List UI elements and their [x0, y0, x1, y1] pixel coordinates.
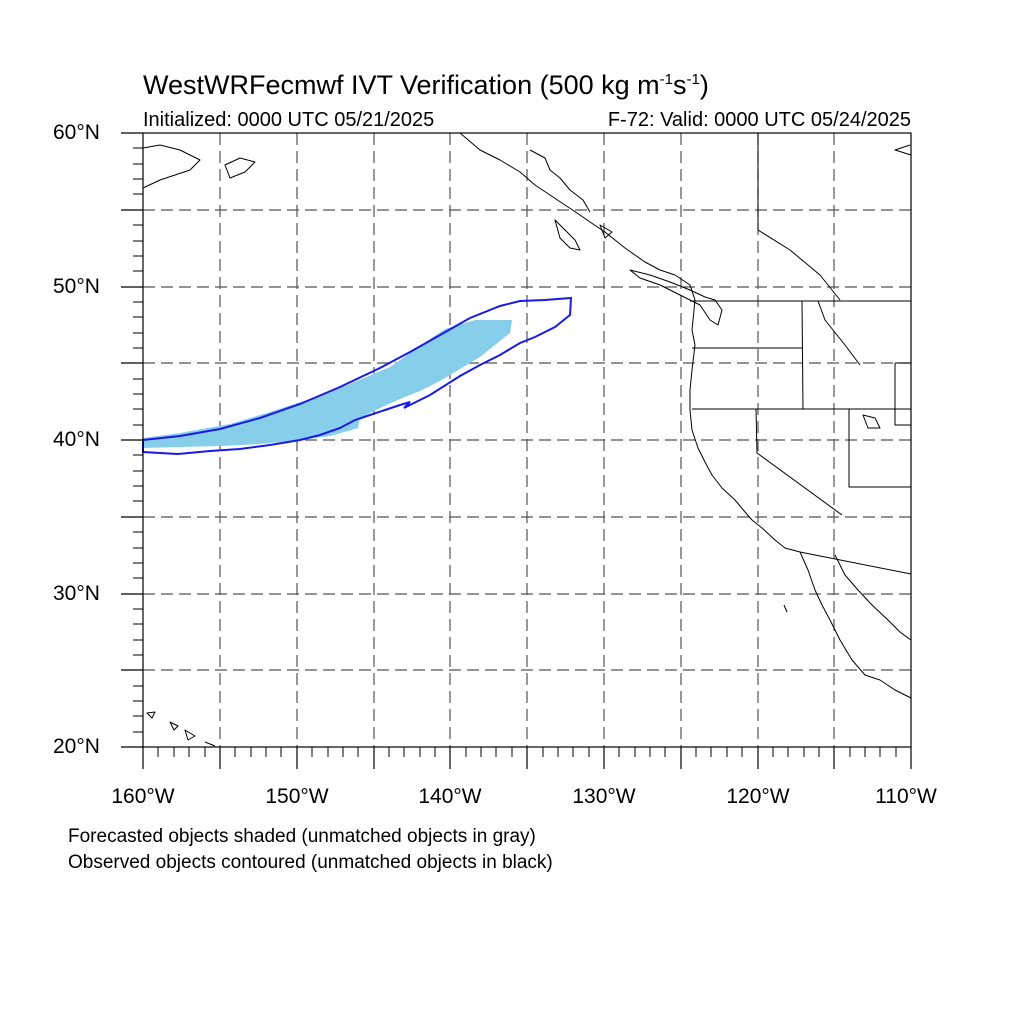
- tick-marks: [121, 132, 912, 769]
- valid-time-label: F-72: Valid: 0000 UTC 05/24/2025: [607, 109, 911, 131]
- lon-label-130w: 130°W: [572, 785, 636, 808]
- lon-label-110w: 110°W: [875, 785, 937, 808]
- lon-label-160w: 160°W: [111, 785, 175, 808]
- forecast-ivt-object: [143, 320, 512, 448]
- lon-label-140w: 140°W: [418, 785, 482, 808]
- lon-label-150w: 150°W: [265, 785, 329, 808]
- lat-label-30n: 30°N: [53, 582, 100, 605]
- lat-label-50n: 50°N: [53, 275, 100, 298]
- lat-label-40n: 40°N: [53, 428, 100, 451]
- observed-note: Observed objects contoured (unmatched ob…: [68, 852, 553, 873]
- forecast-note: Forecasted objects shaded (unmatched obj…: [68, 826, 536, 847]
- initialized-label: Initialized: 0000 UTC 05/21/2025: [143, 109, 435, 131]
- lat-label-20n: 20°N: [53, 735, 100, 758]
- map-title: WestWRFecmwf IVT Verification (500 kg m-…: [143, 70, 709, 100]
- observed-ivt-contour: [142, 296, 573, 456]
- coastlines: [142, 132, 912, 747]
- lat-label-60n: 60°N: [53, 121, 100, 144]
- lon-label-120w: 120°W: [726, 785, 790, 808]
- minor-ticks: [133, 147, 897, 757]
- grid-lines: [143, 133, 911, 747]
